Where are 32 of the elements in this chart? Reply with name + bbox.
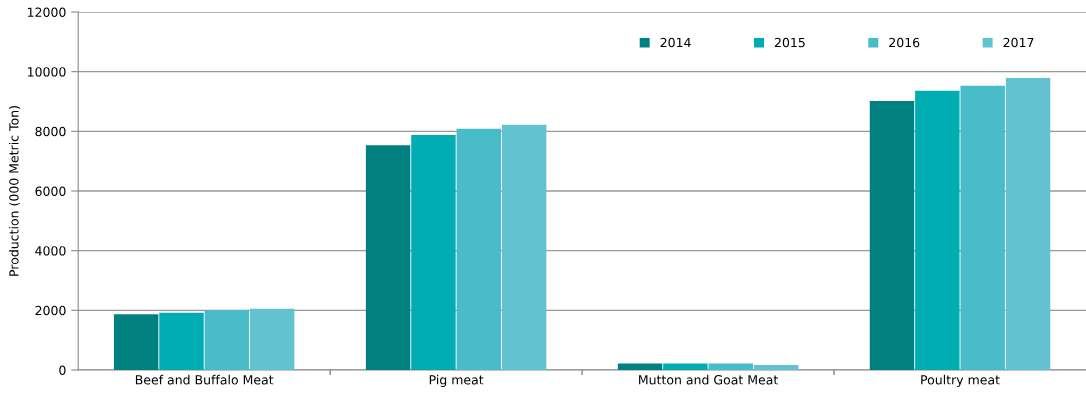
bar xyxy=(501,124,547,370)
y-tick-label: 6000 xyxy=(35,186,66,196)
bar xyxy=(1005,77,1051,370)
x-tick-label: Poultry meat xyxy=(921,374,1000,387)
bar xyxy=(411,134,456,370)
y-tick-label: 2000 xyxy=(35,305,66,316)
bar xyxy=(249,308,295,370)
legend-label: 2015 xyxy=(774,37,805,48)
bar xyxy=(159,312,204,370)
bar xyxy=(456,128,502,370)
bar xyxy=(753,364,799,370)
bar xyxy=(915,90,960,370)
legend-label: 2014 xyxy=(660,37,691,48)
x-tick-label: Mutton and Goat Meat xyxy=(639,374,778,385)
legend-label: 2017 xyxy=(1003,37,1034,48)
bar xyxy=(663,363,708,370)
bar xyxy=(204,310,250,370)
bar xyxy=(365,145,411,370)
x-tick-label: Beef and Buffalo Meat xyxy=(135,374,274,385)
bar xyxy=(869,100,915,370)
bar xyxy=(708,363,753,370)
y-tick-label: 12000 xyxy=(27,7,66,17)
legend-label: 2016 xyxy=(889,37,920,48)
bar xyxy=(617,363,663,370)
y-axis-title: Production (000 Metric Ton) xyxy=(8,106,21,276)
y-tick-label: 8000 xyxy=(35,126,66,137)
y-tick-label: 4000 xyxy=(35,246,66,256)
bar xyxy=(113,314,159,370)
y-tick-label: 10000 xyxy=(27,67,66,77)
bar xyxy=(960,85,1005,370)
x-tick-label: Pig meat xyxy=(429,374,484,387)
y-tick-label: 0 xyxy=(59,365,66,375)
